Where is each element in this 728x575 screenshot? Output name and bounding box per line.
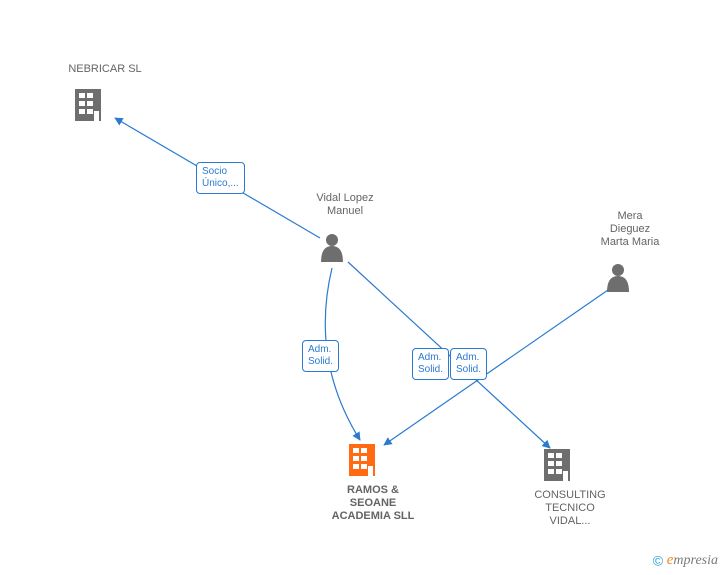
diagram-canvas	[0, 0, 728, 575]
watermark: © empresia	[653, 552, 718, 569]
edge-label: Adm. Solid.	[450, 348, 487, 380]
building-icon[interactable]	[75, 89, 101, 121]
building-icon[interactable]	[544, 449, 570, 481]
brand-name: empresia	[667, 553, 718, 568]
person-icon[interactable]	[607, 264, 629, 292]
person-icon[interactable]	[321, 234, 343, 262]
copyright-symbol: ©	[653, 553, 663, 569]
edge-label: Adm. Solid.	[412, 348, 449, 380]
building-icon[interactable]	[349, 444, 375, 476]
edge-label: Socio Único,...	[196, 162, 245, 194]
edge-label: Adm. Solid.	[302, 340, 339, 372]
